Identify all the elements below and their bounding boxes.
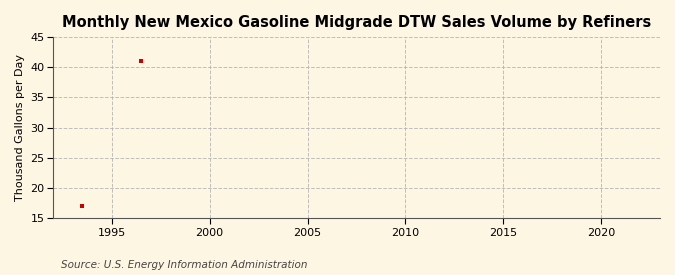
Title: Monthly New Mexico Gasoline Midgrade DTW Sales Volume by Refiners: Monthly New Mexico Gasoline Midgrade DTW… [62, 15, 651, 30]
Y-axis label: Thousand Gallons per Day: Thousand Gallons per Day [15, 54, 25, 201]
Text: Source: U.S. Energy Information Administration: Source: U.S. Energy Information Administ… [61, 260, 307, 270]
Point [77, 204, 88, 208]
Point [136, 59, 146, 63]
